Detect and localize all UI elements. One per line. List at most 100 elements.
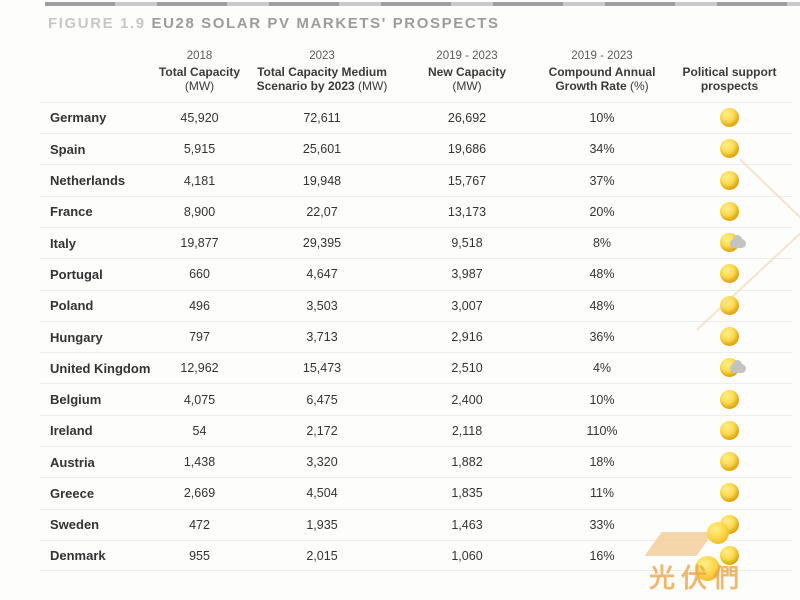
country-name: Greece [50,485,95,501]
country-name: Poland [50,298,94,314]
new-capacity-value: 13,173 [447,204,487,219]
sun-core [719,107,739,127]
sun-icon [719,139,740,159]
country-name: Belgium [50,392,102,408]
total-capacity-2023-value: 3,713 [306,330,338,344]
column-header-cagr: 2019 - 2023 Compound Annual Growth Rate … [537,50,667,94]
table-row: Poland 496 3,503 3,007 48% [40,289,792,321]
column-header-total-capacity-2018: 2018 Total Capacity (MW) [152,50,247,94]
sun-core [719,264,739,284]
cagr-value: 4% [592,361,612,376]
total-capacity-2023-value: 4,504 [306,486,338,501]
sun-cloud-icon [719,358,746,378]
sun-icon [719,327,740,347]
total-capacity-2018-value: 5,915 [183,142,216,157]
sun-icon [719,545,740,566]
country-name: Denmark [50,548,106,564]
new-capacity-value: 26,692 [447,110,487,125]
column-header-new-capacity: 2019 - 2023 New Capacity (MW) [397,50,537,94]
total-capacity-2023-value: 3,320 [306,455,338,470]
sun-core [719,295,739,315]
table-row: Netherlands 4,181 19,948 15,767 37% [40,164,792,195]
new-capacity-value: 1,882 [451,455,483,470]
total-capacity-2018-value: 4,075 [183,392,216,407]
table-row: Greece 2,669 4,504 1,835 11% [40,477,792,508]
total-capacity-2023-value: 1,935 [306,517,338,532]
total-capacity-2023-value: 72,611 [303,110,341,125]
total-capacity-2018-value: 4,181 [183,173,216,188]
sun-core [719,327,739,346]
cloud-icon [729,235,746,249]
total-capacity-2018-value: 54 [192,423,207,438]
total-capacity-2018-value: 472 [189,517,210,532]
sun-core [719,452,739,472]
column-unit: (MW) [358,79,388,94]
table-row: Italy 19,877 29,395 9,518 8% [40,226,792,258]
sun-icon [719,420,740,441]
column-period: 2018 [186,50,213,62]
total-capacity-2023-value: 29,395 [302,236,342,251]
cloud-icon [729,360,746,374]
country-name: United Kingdom [50,360,151,376]
sun-icon [719,483,740,503]
total-capacity-2018-value: 2,669 [183,486,216,501]
total-capacity-2023-value: 15,473 [302,361,342,376]
column-period: 2023 [309,50,335,62]
sun-icon [719,452,740,472]
new-capacity-value: 2,118 [451,423,483,438]
total-capacity-2023-value: 3,503 [306,298,338,313]
table-row: Austria 1,438 3,320 1,882 18% [40,446,792,477]
table-row: Belgium 4,075 6,475 2,400 10% [40,383,792,414]
total-capacity-2018-value: 1,438 [183,455,216,470]
sun-core [719,514,739,534]
total-capacity-2023-value: 25,601 [302,142,342,157]
sun-core [719,139,739,159]
column-header-total-capacity-2023: 2023 Total Capacity Medium Scenario by 2… [247,50,397,94]
sun-icon [719,201,740,222]
new-capacity-value: 2,916 [451,330,483,344]
cagr-value: 37% [589,173,615,188]
sun-core [719,420,739,440]
cagr-value: 48% [589,267,615,282]
new-capacity-value: 2,510 [451,361,483,376]
column-label: Total Capacity [158,65,241,79]
country-name: Italy [50,235,77,251]
country-name: Ireland [50,423,93,439]
country-name: Spain [50,141,86,157]
column-label: New Capacity [427,65,507,79]
sun-core [719,201,739,221]
new-capacity-value: 1,060 [451,548,483,563]
total-capacity-2018-value: 8,900 [183,204,216,219]
column-period: 2019 - 2023 [571,50,633,62]
cagr-value: 10% [589,392,615,407]
new-capacity-value: 2,400 [451,392,483,407]
country-name: Netherlands [50,173,126,189]
cagr-value: 11% [589,486,615,501]
table-header-row: 2018 Total Capacity (MW) 2023 Total Capa… [40,50,792,102]
country-name: Hungary [50,329,103,345]
total-capacity-2023-value: 4,647 [306,267,338,282]
table-row: Ireland 54 2,172 2,118 110% [40,414,792,446]
table-row: France 8,900 22,07 13,173 20% [40,195,792,227]
cagr-value: 8% [592,236,612,251]
cagr-value: 18% [589,455,615,470]
total-capacity-2018-value: 12,962 [180,361,219,376]
sun-core [719,389,739,409]
cagr-value: 20% [589,204,615,219]
figure-title-text: EU28 SOLAR PV MARKETS' PROSPECTS [151,15,500,32]
new-capacity-value: 1,835 [451,486,483,501]
total-capacity-2023-value: 19,948 [302,173,342,188]
table-row: Portugal 660 4,647 3,987 48% [40,258,792,289]
cagr-value: 48% [589,298,615,313]
cagr-value: 36% [589,330,615,344]
solar-pv-markets-table: 2018 Total Capacity (MW) 2023 Total Capa… [40,50,792,572]
country-name: France [50,204,93,220]
figure-number-label: FIGURE 1.9 [48,15,146,32]
table-row: Spain 5,915 25,601 19,686 34% [40,133,792,164]
sun-icon [719,514,740,535]
country-name: Portugal [50,266,103,282]
new-capacity-value: 9,518 [451,236,483,251]
table-row: Denmark 955 2,015 1,060 16% [40,539,792,572]
sun-icon [719,389,740,410]
sun-core [719,170,739,190]
